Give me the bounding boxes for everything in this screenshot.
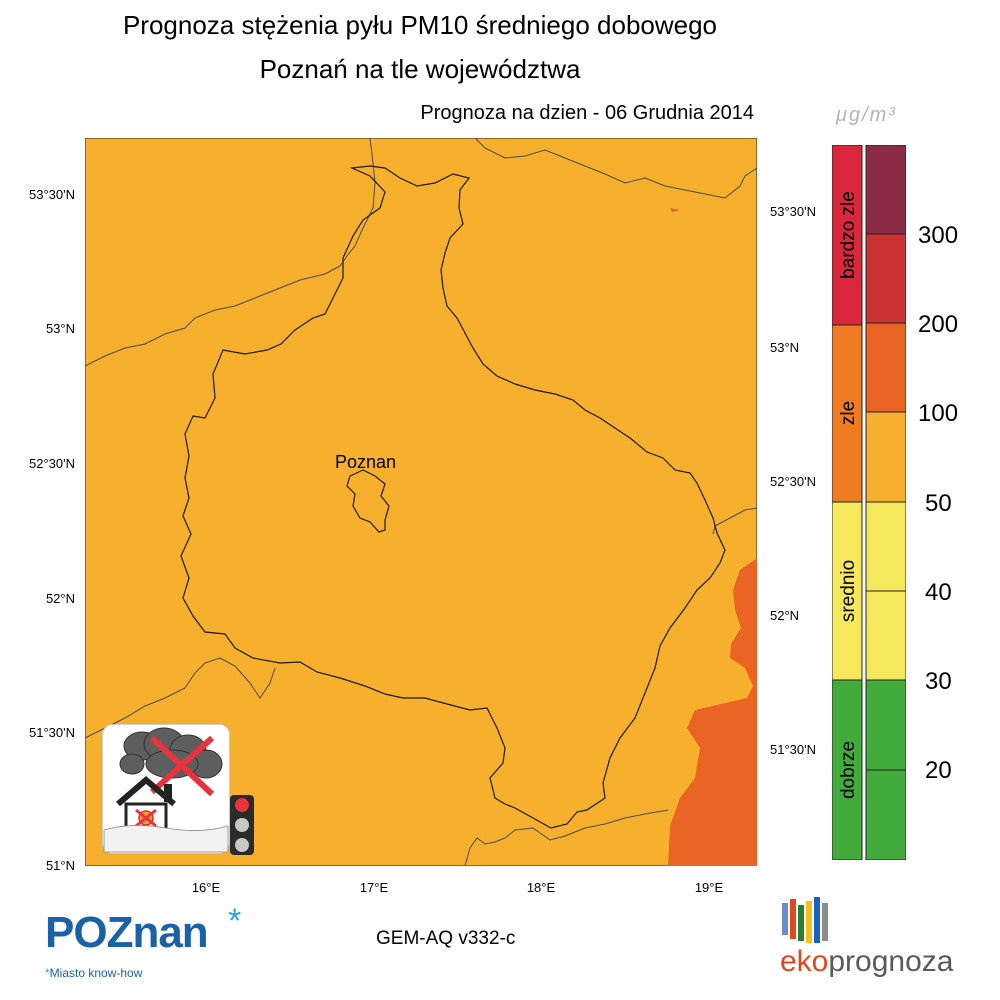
asterisk-icon: *: [228, 902, 242, 940]
ekoprognoza-text: ekoprognoza: [780, 945, 953, 979]
level-box: [865, 411, 906, 503]
poznan-logo-tagline-row: *Miasto know-how: [45, 966, 142, 980]
level-box: [865, 233, 906, 324]
threshold-value: 40: [925, 579, 952, 606]
lat-label-right: 51°30'N: [770, 742, 816, 757]
lat-label-left: 51°N: [45, 858, 75, 873]
level-box: [865, 590, 906, 681]
category-bad: [832, 324, 863, 503]
ekoprognoza-part1: eko: [780, 945, 829, 978]
voivodeship-border: [180, 165, 726, 829]
lat-label-right: 52°N: [770, 608, 800, 623]
lat-label-left: 52°30'N: [29, 456, 75, 471]
threshold-value: 200: [918, 311, 959, 338]
threshold-value: 50: [925, 490, 952, 517]
threshold-value: 300: [918, 222, 959, 249]
small-asterisk-icon: *: [45, 966, 50, 980]
level-column: [865, 145, 906, 860]
lat-label-left: 53°30'N: [29, 187, 75, 202]
ekoprognoza-logo: ekoprognoza: [780, 895, 965, 985]
lon-label: 16°E: [191, 880, 221, 895]
poznan-logo-text: POZnan: [45, 908, 209, 957]
category-column: [832, 145, 863, 860]
border-southwest: [85, 657, 276, 739]
category-label-very-bad: bardzo zle: [838, 191, 859, 279]
forecast-date: Prognoza na dzien - 06 Grudnia 2014: [420, 102, 754, 124]
threshold-value: 20: [925, 757, 952, 784]
lat-label-left: 52°N: [45, 591, 75, 606]
lat-label-right: 52°30'N: [770, 474, 816, 489]
lat-label-right: 53°30'N: [770, 204, 816, 219]
traffic-light-icon: [230, 795, 254, 855]
title-line-2: Poznań na tle województwa: [259, 54, 581, 84]
level-box: [865, 501, 906, 592]
lat-label-right: 53°N: [770, 340, 800, 355]
category-good: [832, 679, 863, 860]
lat-label-left: 51°30'N: [29, 725, 75, 740]
category-label-medium: srednio: [838, 560, 859, 622]
threshold-value: 100: [918, 400, 959, 427]
category-label-good: dobrze: [838, 741, 859, 799]
poznan-logo-tagline: Miasto know-how: [49, 966, 143, 980]
lat-label-left: 53°N: [45, 321, 75, 336]
concentration-color-scale: bardzo zle zle srednio dobrze: [832, 145, 906, 860]
smog-warning-pictogram: [102, 724, 230, 854]
level-box: [865, 145, 906, 235]
high-concentration-spot: [670, 208, 680, 212]
high-concentration-zone: [668, 558, 757, 866]
border-south: [464, 809, 669, 866]
border-northeast: [474, 138, 757, 199]
lon-label: 18°E: [526, 880, 556, 895]
poznan-logo: POZnan * *Miasto know-how: [45, 902, 260, 988]
bars-icon: [782, 897, 828, 943]
lon-label: 17°E: [359, 880, 389, 895]
unit-label: μg/m³: [836, 104, 897, 126]
level-box: [865, 679, 906, 771]
threshold-value: 30: [925, 668, 952, 695]
level-box: [865, 322, 906, 413]
title-line-1: Prognoza stężenia pyłu PM10 średniego do…: [122, 10, 718, 40]
category-label-bad: zle: [838, 401, 859, 425]
category-very-bad: [832, 145, 863, 326]
poznan-city-border: [346, 469, 390, 533]
border-east: [712, 507, 757, 535]
city-label-poznan: Poznan: [335, 452, 396, 472]
model-label: GEM-AQ v332-c: [376, 928, 516, 949]
lon-label: 19°E: [694, 880, 724, 895]
ekoprognoza-part2: prognoza: [828, 945, 954, 978]
level-box: [865, 769, 906, 860]
